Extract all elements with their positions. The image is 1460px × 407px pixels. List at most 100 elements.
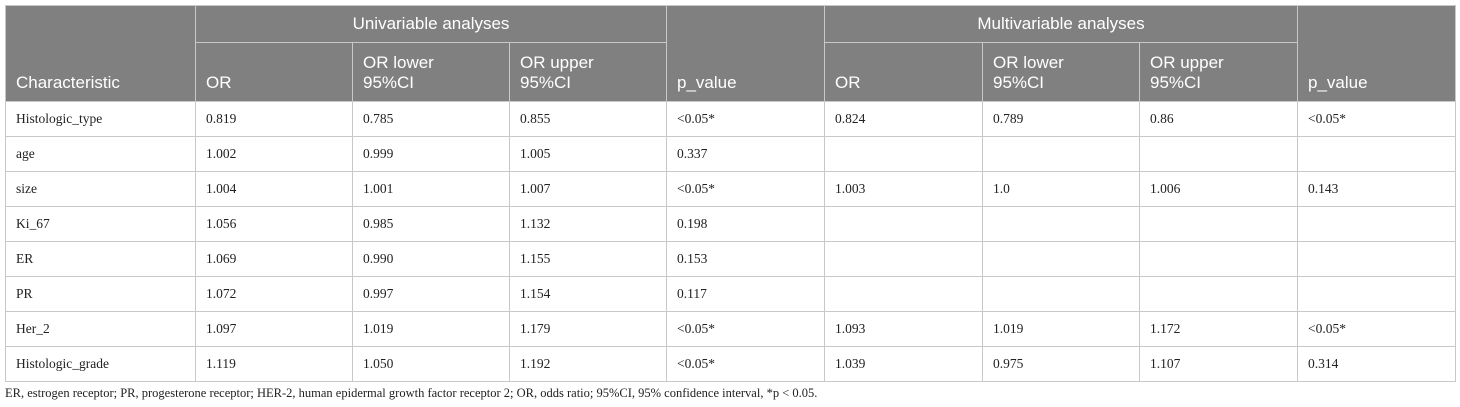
table-cell: 1.056 (195, 206, 353, 242)
empty-cell (824, 276, 983, 312)
table-cell: <0.05* (666, 101, 825, 137)
table-cell: 0.819 (195, 101, 353, 137)
header-cell: OR (824, 42, 983, 102)
table-row: ER 1.069 0.990 1.155 0.153 (5, 241, 1457, 277)
table-cell: 1.019 (982, 311, 1140, 347)
column-header: OR (206, 73, 232, 92)
footnote: ER, estrogen receptor; PR, progesterone … (5, 386, 818, 400)
table-cell: 1.192 (509, 346, 667, 382)
header-row: OR OR lower 95%CI OR upper 95%CI OR OR lower… (6, 42, 1456, 102)
table-cell: 1.154 (509, 276, 667, 312)
empty-cell (1297, 136, 1457, 172)
empty-cell (1297, 241, 1457, 277)
table-cell: 0.999 (352, 136, 510, 172)
table-row: Her_2 1.097 1.019 1.179 <0.05* 1.093 1.019 1.17… (5, 311, 1457, 347)
table-cell: <0.05* (1297, 311, 1457, 347)
table-cell: 1.002 (195, 136, 353, 172)
table-cell: ER (5, 241, 196, 277)
empty-cell (824, 136, 983, 172)
table-row: Histologic_grade 1.119 1.050 1.192 <0.05* 1.0… (5, 346, 1457, 382)
table-cell: 1.003 (824, 171, 983, 207)
table-cell: 1.132 (509, 206, 667, 242)
empty-cell (1138, 206, 1299, 242)
table-cell: 1.069 (195, 241, 353, 277)
table-cell: 1.107 (1138, 346, 1299, 382)
table-cell: <0.05* (666, 171, 825, 207)
table-cell: Her_2 (5, 311, 196, 347)
header-cell: OR lower 95%CI (982, 42, 1140, 102)
empty-cell (982, 136, 1140, 172)
table-cell: 1.006 (1138, 171, 1299, 207)
table-cell: 1.172 (1138, 311, 1299, 347)
table-cell: 1.119 (195, 346, 353, 382)
table-cell: 1.093 (824, 311, 983, 347)
header-cell: OR (195, 42, 353, 102)
column-header: OR upper 95%CI (520, 53, 594, 92)
empty-cell (1297, 206, 1457, 242)
column-header: OR lower 95%CI (993, 53, 1064, 92)
table-cell: 0.997 (352, 276, 510, 312)
table-cell: 0.985 (352, 206, 510, 242)
table-cell: 0.824 (824, 101, 983, 137)
table-row: size 1.004 1.001 1.007 <0.05* 1.003 1.0 1.006 0.… (5, 171, 1457, 207)
column-header: OR lower 95%CI (363, 53, 434, 92)
table-row: PR 1.072 0.997 1.154 0.117 (5, 276, 1457, 312)
table-cell: 0.198 (666, 206, 825, 242)
table-cell: 1.039 (824, 346, 983, 382)
table-cell: 1.001 (352, 171, 510, 207)
table-row: Histologic_type 0.819 0.785 0.855 <0.05* 0.82… (5, 101, 1457, 137)
header-cell: p_value (666, 5, 825, 102)
table-cell: 1.050 (352, 346, 510, 382)
table-body: Histologic_type 0.819 0.785 0.855 <0.05* 0.82… (5, 101, 1457, 382)
table-cell: 0.785 (352, 101, 510, 137)
header-cell: p_value (1297, 5, 1457, 102)
table-cell: 1.007 (509, 171, 667, 207)
table-cell: Histologic_grade (5, 346, 196, 382)
table-cell: 0.86 (1138, 101, 1299, 137)
table-cell: <0.05* (1297, 101, 1457, 137)
empty-cell (1138, 241, 1299, 277)
table-cell: 0.117 (666, 276, 825, 312)
table-cell: 1.179 (509, 311, 667, 347)
table-cell: age (5, 136, 196, 172)
table-cell: 0.143 (1297, 171, 1457, 207)
table-cell: 1.005 (509, 136, 667, 172)
table-cell: 0.153 (666, 241, 825, 277)
table-cell: 0.337 (666, 136, 825, 172)
table-header: Characteristic Univariable analyses p_valu… (5, 5, 1457, 102)
table-cell: 1.0 (982, 171, 1140, 207)
table-cell: 1.019 (352, 311, 510, 347)
header-cell: OR lower 95%CI (352, 42, 510, 102)
table-row: Ki_67 1.056 0.985 1.132 0.198 (5, 206, 1457, 242)
empty-cell (1297, 276, 1457, 312)
table-cell: PR (5, 276, 196, 312)
column-header: OR upper 95%CI (1150, 53, 1224, 92)
table-cell: Ki_67 (5, 206, 196, 242)
table-cell: 0.314 (1297, 346, 1457, 382)
column-header: OR (835, 73, 861, 92)
results-table: Characteristic Univariable analyses p_valu… (5, 5, 1457, 382)
empty-cell (982, 276, 1140, 312)
header-cell: OR upper 95%CI (509, 42, 667, 102)
empty-cell (1138, 136, 1299, 172)
table-cell: <0.05* (666, 311, 825, 347)
table-cell: 0.789 (982, 101, 1140, 137)
table-cell: 0.975 (982, 346, 1140, 382)
table-cell: 1.072 (195, 276, 353, 312)
table-cell: Histologic_type (5, 101, 196, 137)
column-header: Characteristic (16, 73, 120, 92)
empty-cell (1138, 276, 1299, 312)
header-cell: Characteristic (5, 5, 196, 102)
header-row: Characteristic Univariable analyses p_valu… (5, 5, 1457, 102)
table-cell: 1.004 (195, 171, 353, 207)
column-header: p_value (1308, 73, 1368, 92)
empty-cell (982, 241, 1140, 277)
empty-cell (824, 206, 983, 242)
table-row: age 1.002 0.999 1.005 0.337 (5, 136, 1457, 172)
empty-cell (824, 241, 983, 277)
header-cell: OR upper 95%CI (1138, 42, 1299, 102)
table-cell: 0.990 (352, 241, 510, 277)
table-cell: 0.855 (509, 101, 667, 137)
table-cell: 1.097 (195, 311, 353, 347)
